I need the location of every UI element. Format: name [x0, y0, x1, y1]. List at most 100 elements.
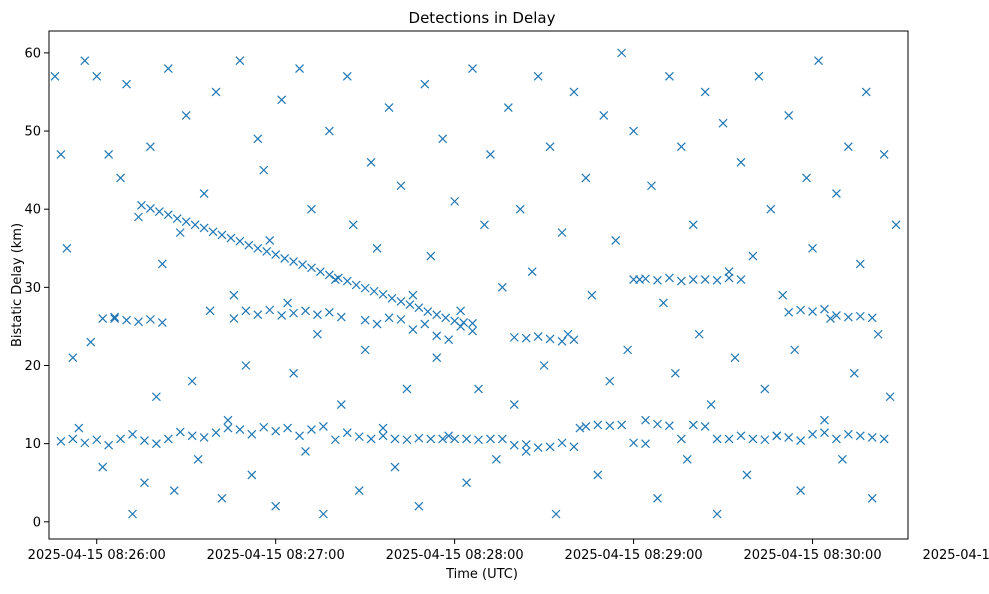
- plot-area: [48, 30, 909, 540]
- data-point: [867, 313, 877, 323]
- chart-title: Detections in Delay: [409, 9, 556, 27]
- x-tick-label: 2025-04-15 08:26:00: [28, 548, 166, 563]
- data-point: [444, 431, 454, 441]
- data-point: [247, 470, 257, 480]
- data-point: [140, 478, 149, 488]
- data-point: [491, 454, 501, 464]
- data-point: [790, 345, 800, 355]
- data-point: [486, 434, 495, 444]
- data-point: [736, 431, 746, 441]
- data-point: [414, 433, 424, 443]
- data-point: [211, 87, 221, 97]
- data-point: [396, 296, 406, 306]
- data-point: [223, 415, 233, 425]
- data-point: [98, 314, 108, 324]
- data-point: [277, 95, 287, 105]
- data-point: [265, 305, 275, 315]
- data-point: [593, 470, 603, 480]
- data-point: [145, 142, 155, 152]
- data-point: [80, 438, 90, 448]
- data-point: [271, 250, 281, 259]
- data-point: [688, 275, 698, 284]
- data-point: [831, 311, 841, 320]
- data-point: [387, 293, 397, 303]
- data-point: [432, 353, 442, 363]
- data-point: [474, 435, 483, 445]
- data-point: [784, 307, 794, 317]
- data-point: [808, 307, 817, 316]
- y-tick-label: 0: [33, 515, 41, 530]
- data-point: [80, 56, 90, 66]
- data-point: [315, 267, 325, 277]
- data-point: [145, 203, 155, 213]
- data-point: [843, 312, 853, 322]
- data-point: [676, 142, 686, 152]
- data-point: [814, 56, 823, 66]
- data-point: [629, 126, 639, 136]
- data-point: [354, 432, 364, 442]
- data-point: [217, 493, 227, 503]
- data-point: [172, 214, 182, 223]
- data-point: [360, 345, 370, 355]
- data-point: [456, 306, 466, 316]
- data-point: [855, 431, 865, 441]
- data-point: [563, 329, 573, 339]
- data-point: [509, 400, 519, 409]
- data-point: [820, 415, 829, 425]
- data-point: [259, 422, 269, 432]
- data-point: [867, 493, 877, 503]
- data-point: [545, 442, 555, 452]
- data-point: [748, 434, 758, 444]
- data-point: [408, 290, 418, 300]
- data-point: [551, 509, 561, 519]
- data-point: [372, 319, 382, 329]
- data-point: [808, 429, 817, 439]
- data-point: [724, 273, 734, 283]
- data-point: [116, 434, 126, 444]
- data-point: [301, 306, 310, 316]
- data-point: [557, 336, 567, 346]
- x-axis-label: Time (UTC): [445, 567, 518, 582]
- data-point: [193, 454, 203, 464]
- data-point: [229, 290, 239, 300]
- data-point: [154, 207, 164, 216]
- data-point: [289, 308, 299, 318]
- data-point: [98, 462, 108, 472]
- data-point: [122, 315, 131, 325]
- data-point: [342, 276, 352, 286]
- data-point: [700, 87, 710, 97]
- data-point: [742, 470, 752, 480]
- data-point: [605, 421, 615, 431]
- data-point: [318, 422, 328, 431]
- y-tick-label: 60: [24, 46, 41, 61]
- data-point: [480, 220, 489, 230]
- data-point: [527, 267, 537, 277]
- data-point: [521, 447, 531, 456]
- data-point: [235, 425, 245, 435]
- data-point: [283, 423, 293, 433]
- data-point: [653, 419, 662, 429]
- data-point: [330, 275, 340, 284]
- data-point: [280, 254, 290, 263]
- data-point: [796, 486, 806, 495]
- data-point: [843, 429, 853, 439]
- data-point: [557, 228, 567, 238]
- data-point: [426, 251, 436, 261]
- data-point: [802, 173, 812, 183]
- data-point: [658, 298, 668, 308]
- data-point: [837, 454, 847, 464]
- data-point: [468, 326, 477, 336]
- data-point: [259, 165, 269, 175]
- data-point: [295, 431, 304, 441]
- data-point: [569, 442, 579, 452]
- data-point: [324, 126, 334, 136]
- data-point: [766, 204, 776, 214]
- data-point: [163, 64, 173, 73]
- x-tick-label: 2025-04-15 08:29:00: [565, 548, 703, 563]
- data-point: [420, 319, 430, 329]
- data-point: [682, 454, 692, 464]
- data-point: [593, 420, 603, 430]
- x-tick-label: 2025-04-15 08:28:00: [386, 548, 524, 563]
